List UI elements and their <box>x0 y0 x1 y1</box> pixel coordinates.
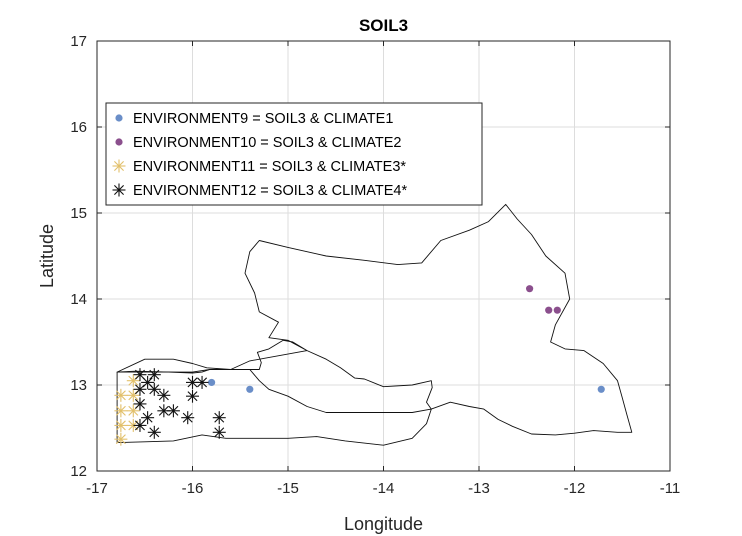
legend: ENVIRONMENT9 = SOIL3 & CLIMATE1 ENVIRONME… <box>105 102 483 206</box>
x-tick-label: -16 <box>182 480 204 497</box>
region-boundary <box>116 203 633 436</box>
data-point <box>133 397 147 411</box>
marker-stroke <box>115 434 126 445</box>
data-point <box>147 382 161 396</box>
data-point <box>186 375 199 389</box>
legend-box <box>105 102 483 206</box>
x-tick-label: -14 <box>373 480 395 497</box>
y-tick-label: 13 <box>70 377 87 394</box>
data-point <box>526 285 534 293</box>
legend-label: ENVIRONMENT12 = SOIL3 & CLIMATE4* <box>133 183 407 199</box>
marker-stroke <box>158 405 169 416</box>
data-point <box>147 425 161 439</box>
legend-label: ENVIRONMENT11 = SOIL3 & CLIMATE3* <box>133 159 406 175</box>
data-point <box>133 382 147 396</box>
data-point <box>246 385 254 393</box>
data-point <box>186 389 199 403</box>
data-point <box>114 418 128 432</box>
marker-stroke <box>149 369 160 380</box>
x-tick-label: -17 <box>86 480 108 497</box>
series-3 <box>114 374 140 446</box>
legend-marker <box>115 138 123 146</box>
axes: -17 -16 -15 -14 -13 -12 -11 12 13 14 15 16 17 <box>70 33 680 497</box>
data-point <box>114 404 128 418</box>
marker-stroke <box>134 398 145 409</box>
marker-stroke <box>158 390 169 401</box>
marker-stroke <box>115 405 126 416</box>
legend-marker <box>115 114 123 122</box>
legend-label: ENVIRONMENT10 = SOIL3 & CLIMATE2 <box>133 135 401 151</box>
y-tick-label: 14 <box>70 291 87 308</box>
data-point <box>114 388 128 402</box>
data-point <box>195 375 209 389</box>
marker-stroke <box>114 161 124 171</box>
marker-stroke <box>134 384 145 395</box>
data-point <box>208 378 216 387</box>
data-point <box>147 368 161 382</box>
marker-stroke <box>134 369 145 380</box>
marker-stroke <box>214 427 225 438</box>
legend-label: ENVIRONMENT9 = SOIL3 & CLIMATE1 <box>133 111 393 127</box>
x-tick-label: -15 <box>277 480 299 497</box>
region-boundary <box>116 369 432 446</box>
x-tick-label: -13 <box>468 480 490 497</box>
marker-stroke <box>114 185 124 195</box>
y-tick-label: 12 <box>70 463 87 480</box>
marker-stroke <box>168 405 179 416</box>
x-tick-label: -12 <box>564 480 586 497</box>
marker-stroke <box>187 391 198 402</box>
data-point <box>126 404 140 418</box>
data-point <box>157 388 171 402</box>
data-point <box>133 368 147 382</box>
legend-marker <box>112 159 126 173</box>
data-point <box>545 306 553 314</box>
y-tick-label: 17 <box>70 33 87 50</box>
marker-stroke <box>115 390 126 401</box>
data-point <box>597 385 605 393</box>
data-point <box>212 411 226 425</box>
y-axis-label: Latitude <box>37 224 57 288</box>
series-2 <box>526 285 561 314</box>
data-point <box>212 425 226 439</box>
marker-stroke <box>134 420 145 431</box>
marker-stroke <box>142 412 153 423</box>
series-1 <box>208 378 605 393</box>
x-axis-label: Longitude <box>344 514 423 534</box>
data-point <box>114 432 128 446</box>
region-map <box>116 203 633 446</box>
marker-stroke <box>214 412 225 423</box>
data-point <box>157 404 171 418</box>
x-tick-label: -11 <box>660 480 681 497</box>
legend-marker <box>112 183 126 197</box>
marker-stroke <box>149 427 160 438</box>
data-point <box>133 418 147 432</box>
data-point <box>141 411 155 425</box>
marker-stroke <box>115 420 126 431</box>
data-point <box>553 306 561 314</box>
y-tick-label: 15 <box>70 205 87 222</box>
marker-stroke <box>182 412 193 423</box>
marker-stroke <box>197 377 208 388</box>
y-tick-label: 16 <box>70 119 87 136</box>
chart-title: SOIL3 <box>359 16 408 35</box>
data-point <box>181 411 195 425</box>
series-4 <box>133 368 226 439</box>
data-points <box>114 285 605 446</box>
marker-stroke <box>149 384 160 395</box>
marker-stroke <box>187 377 198 388</box>
